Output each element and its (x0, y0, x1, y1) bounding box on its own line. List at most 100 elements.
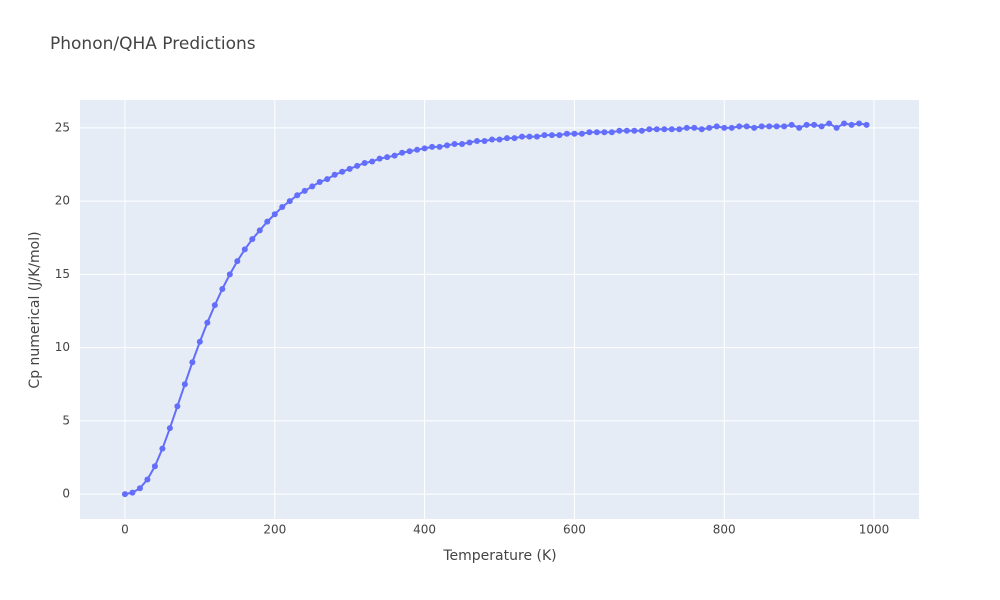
data-point (646, 126, 653, 133)
data-point (204, 319, 211, 326)
data-point (481, 138, 488, 145)
data-point (166, 425, 173, 432)
data-point (841, 120, 848, 127)
x-tick-label: 1000 (859, 523, 890, 537)
data-point (429, 143, 436, 150)
data-point (286, 198, 293, 205)
data-point (503, 135, 510, 142)
plot-area (80, 100, 919, 519)
data-point (773, 123, 780, 130)
data-point (511, 135, 518, 142)
data-point (144, 476, 151, 483)
data-point (586, 129, 593, 136)
data-point (518, 133, 525, 140)
data-point (271, 211, 278, 218)
y-tick-label: 25 (55, 120, 70, 134)
data-point (301, 187, 308, 194)
data-point (691, 124, 698, 131)
data-point (361, 159, 368, 166)
data-point (219, 285, 226, 292)
data-point (661, 126, 668, 133)
data-point (384, 154, 391, 161)
data-point (421, 145, 428, 152)
data-point (256, 227, 263, 234)
data-point (571, 130, 578, 137)
data-point (211, 302, 218, 309)
data-point (174, 403, 181, 410)
data-point (226, 271, 233, 278)
x-tick-label: 200 (263, 523, 286, 537)
data-point (436, 143, 443, 150)
data-point (803, 121, 810, 128)
data-point (159, 445, 166, 452)
data-point (676, 126, 683, 133)
data-point (189, 359, 196, 366)
data-point (743, 123, 750, 130)
data-point (811, 121, 818, 128)
data-point (181, 381, 188, 388)
data-point (279, 203, 286, 210)
data-point (489, 136, 496, 143)
data-point (151, 463, 158, 470)
data-point (541, 132, 548, 139)
data-point (241, 246, 248, 253)
data-point (796, 124, 803, 131)
data-point (623, 127, 630, 134)
data-point (856, 120, 863, 127)
data-point (653, 126, 660, 133)
data-point (526, 133, 533, 140)
data-point (316, 179, 323, 186)
data-point (196, 338, 203, 345)
data-point (616, 127, 623, 134)
data-point (466, 139, 473, 146)
data-point (728, 124, 735, 131)
data-point (234, 258, 241, 265)
data-point (863, 121, 870, 128)
data-line (124, 122, 867, 496)
y-axis-label: Cp numerical (J/K/mol) (27, 231, 43, 388)
data-point (608, 129, 615, 136)
data-point (668, 126, 675, 133)
data-point (781, 123, 788, 130)
data-point (721, 124, 728, 131)
data-point (406, 148, 413, 155)
data-point (309, 183, 316, 190)
data-point (548, 132, 555, 139)
data-point (414, 146, 421, 153)
x-tick-label: 800 (713, 523, 736, 537)
data-point (459, 140, 466, 147)
data-point (249, 236, 256, 243)
y-tick-label: 20 (55, 194, 70, 208)
y-tick-label: 5 (62, 413, 70, 427)
x-tick-label: 400 (413, 523, 436, 537)
data-point (391, 152, 398, 159)
data-point (121, 491, 128, 498)
data-point (264, 218, 271, 225)
data-point (848, 121, 855, 128)
data-point (601, 129, 608, 136)
data-point (818, 123, 825, 130)
x-axis-label: Temperature (K) (442, 548, 556, 564)
data-point (346, 165, 353, 172)
data-point (354, 162, 361, 169)
data-point (136, 485, 143, 492)
x-tick-label: 0 (121, 523, 129, 537)
data-point (833, 124, 840, 131)
data-point (563, 130, 570, 137)
y-tick-label: 10 (55, 340, 70, 354)
data-point (533, 133, 540, 140)
data-point (683, 124, 690, 131)
data-point (339, 168, 346, 175)
data-point (294, 192, 301, 199)
data-point (399, 149, 406, 156)
data-point (736, 123, 743, 130)
data-point (713, 123, 720, 130)
data-point (451, 140, 458, 147)
data-point (496, 136, 503, 143)
data-point (129, 489, 136, 496)
data-point (638, 127, 645, 134)
data-point (631, 127, 638, 134)
data-point (698, 126, 705, 133)
data-point (324, 176, 331, 183)
